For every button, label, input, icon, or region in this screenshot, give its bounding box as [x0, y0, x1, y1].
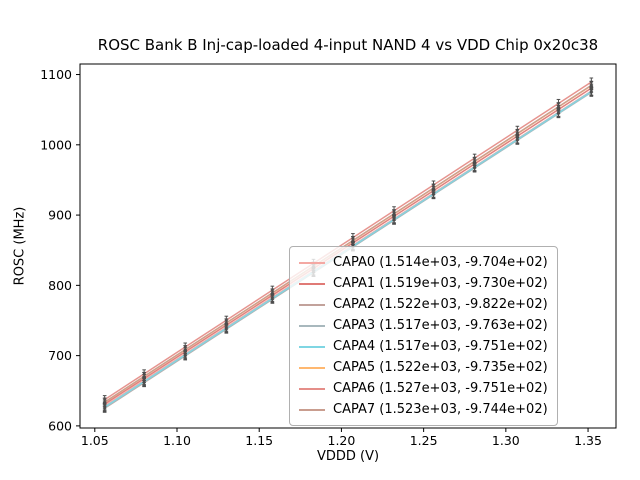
- data-point: [225, 321, 228, 325]
- data-point: [473, 165, 476, 169]
- legend-label: CAPA2 (1.522e+03, -9.822e+02): [333, 297, 548, 312]
- legend-label: CAPA0 (1.514e+03, -9.704e+02): [333, 255, 548, 270]
- y-tick-label: 700: [48, 348, 72, 363]
- legend-item-CAPA3: CAPA3 (1.517e+03, -9.763e+02): [299, 315, 548, 336]
- legend-swatch: [299, 387, 325, 390]
- legend-item-CAPA4: CAPA4 (1.517e+03, -9.751e+02): [299, 336, 548, 357]
- y-tick-label: 1000: [40, 137, 72, 152]
- legend-swatch: [299, 303, 325, 306]
- legend-label: CAPA6 (1.527e+03, -9.751e+02): [333, 381, 548, 396]
- data-point: [271, 296, 274, 300]
- legend-label: CAPA3 (1.517e+03, -9.763e+02): [333, 318, 548, 333]
- legend-item-CAPA0: CAPA0 (1.514e+03, -9.704e+02): [299, 252, 548, 273]
- legend-swatch: [299, 366, 325, 369]
- legend-item-CAPA6: CAPA6 (1.527e+03, -9.751e+02): [299, 378, 548, 399]
- data-point: [557, 111, 560, 115]
- data-point: [432, 192, 435, 196]
- legend-swatch: [299, 282, 325, 285]
- y-tick-label: 1100: [40, 67, 72, 82]
- legend-item-CAPA2: CAPA2 (1.522e+03, -9.822e+02): [299, 294, 548, 315]
- data-point: [351, 239, 355, 242]
- legend-swatch: [299, 324, 325, 327]
- legend-swatch: [299, 261, 325, 264]
- legend-item-CAPA1: CAPA1 (1.519e+03, -9.730e+02): [299, 273, 548, 294]
- data-point: [432, 186, 435, 190]
- data-point: [392, 218, 396, 221]
- data-point: [590, 90, 593, 93]
- data-point: [103, 400, 106, 404]
- x-tick-label: 1.35: [574, 433, 602, 448]
- legend: CAPA0 (1.514e+03, -9.704e+02) CAPA1 (1.51…: [289, 246, 558, 426]
- legend-label: CAPA7 (1.523e+03, -9.744e+02): [333, 402, 548, 417]
- legend-swatch: [299, 408, 325, 411]
- legend-item-CAPA7: CAPA7 (1.523e+03, -9.744e+02): [299, 399, 548, 420]
- x-tick-label: 1.20: [328, 433, 356, 448]
- data-point: [516, 132, 519, 135]
- data-point: [271, 291, 274, 295]
- data-point: [516, 138, 519, 141]
- legend-label: CAPA1 (1.519e+03, -9.730e+02): [333, 276, 548, 291]
- x-tick-label: 1.05: [81, 433, 109, 448]
- chart-title: ROSC Bank B Inj-cap-loaded 4-input NAND …: [97, 36, 599, 54]
- axes-spines: [79, 63, 617, 429]
- x-tick-label: 1.10: [163, 433, 191, 448]
- data-point: [183, 348, 187, 351]
- data-point: [590, 83, 593, 87]
- x-tick-label: 1.25: [410, 433, 438, 448]
- data-point: [557, 105, 560, 108]
- legend-label: CAPA5 (1.522e+03, -9.735e+02): [333, 360, 548, 375]
- legend-swatch: [299, 345, 325, 348]
- y-tick-label: 600: [48, 418, 72, 433]
- x-tick-label: 1.30: [492, 433, 520, 448]
- y-tick-label: 900: [48, 208, 72, 223]
- y-tick-label: 800: [48, 278, 72, 293]
- data-point: [392, 212, 396, 216]
- legend-item-CAPA5: CAPA5 (1.522e+03, -9.735e+02): [299, 357, 548, 378]
- x-tick-label: 1.15: [245, 433, 273, 448]
- data-point: [142, 375, 146, 378]
- x-axis-label: VDDD (V): [316, 449, 380, 464]
- data-point: [473, 159, 476, 163]
- legend-label: CAPA4 (1.517e+03, -9.751e+02): [333, 339, 548, 354]
